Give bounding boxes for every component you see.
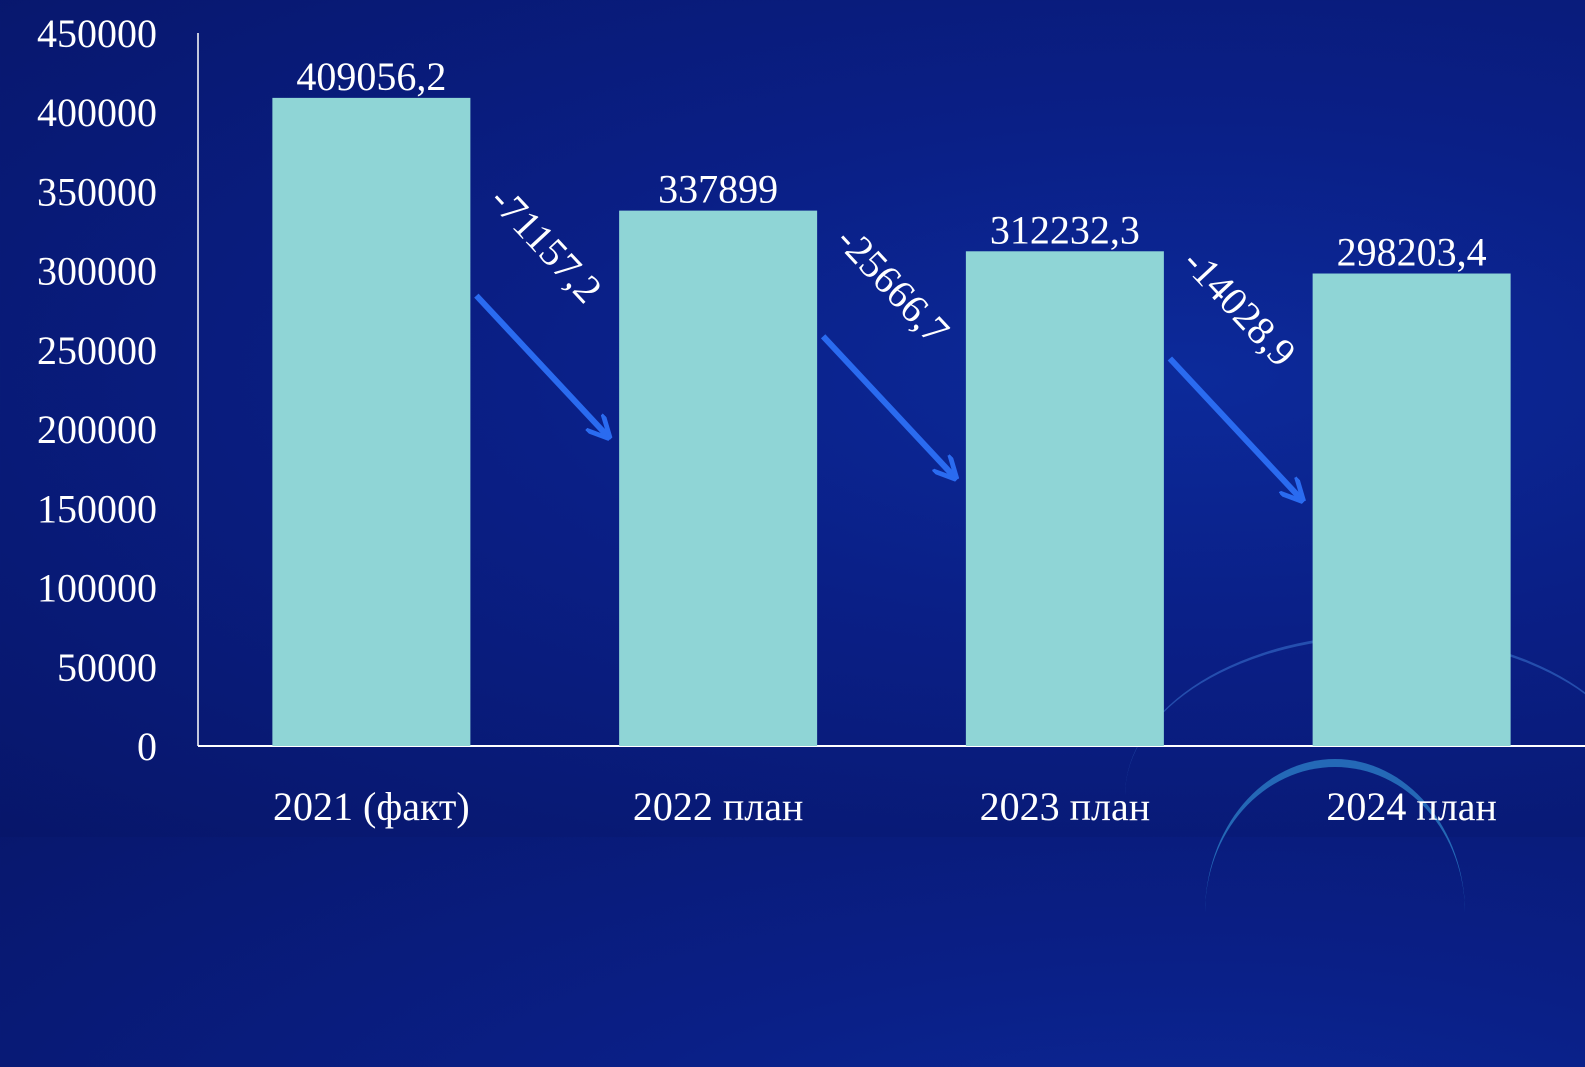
y-tick-label: 250000 <box>37 328 157 373</box>
y-tick-label: 350000 <box>37 169 157 214</box>
change-label: -14028,9 <box>1174 240 1305 376</box>
y-tick-label: 200000 <box>37 407 157 452</box>
data-label: 312232,3 <box>990 207 1140 252</box>
y-tick-label: 400000 <box>37 90 157 135</box>
bar <box>272 97 471 747</box>
x-tick-label: 2022 план <box>633 784 804 829</box>
data-label: 337899 <box>658 167 778 212</box>
change-label: -71157,2 <box>481 177 611 311</box>
bar-chart: 0 50000 100000 150000 200000 250000 300000 3500… <box>37 11 1511 829</box>
bar <box>965 251 1164 746</box>
y-tick-label: 300000 <box>37 249 157 294</box>
x-tick-label: 2021 (факт) <box>273 784 470 829</box>
change-arrow <box>820 334 954 476</box>
bar <box>619 210 818 747</box>
data-label: 298203,4 <box>1337 230 1487 275</box>
y-tick-label: 450000 <box>37 11 157 56</box>
y-tick-label: 100000 <box>37 566 157 611</box>
change-label: -25666,7 <box>828 217 959 353</box>
change-arrow <box>1167 356 1301 499</box>
bar <box>1312 273 1511 746</box>
data-label: 409056,2 <box>296 54 446 99</box>
change-arrow <box>474 293 607 436</box>
y-tick-label: 150000 <box>37 486 157 531</box>
y-tick-label: 50000 <box>57 645 157 690</box>
x-tick-label: 2023 план <box>980 784 1151 829</box>
y-tick-label: 0 <box>137 724 157 769</box>
x-tick-label: 2024 план <box>1326 784 1497 829</box>
